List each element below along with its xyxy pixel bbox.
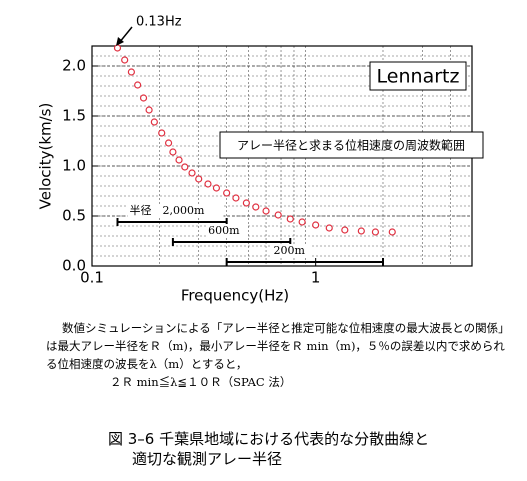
data-point [175,156,183,164]
data-point [169,148,177,156]
data-point [371,228,380,236]
data-point [164,139,173,147]
data-point [150,118,158,126]
figure-caption: 図 3–6 千葉県地域における代表的な分散曲線と [108,430,430,448]
x-tick-label: 0.1 [80,269,104,287]
range-label-bg [127,204,224,218]
paragraph-line: る位相速度の波長をλ（m）とすると， [46,357,248,371]
data-point [325,224,333,232]
paragraph-line: ２Ｒ min≦λ≦１０Ｒ（SPAC 法） [110,375,292,389]
y-tick-label: 1.0 [62,157,86,175]
data-point [212,184,221,192]
data-point [134,81,142,89]
y-axis-label: Velocity(km/s) [37,103,55,210]
data-point [188,169,196,177]
data-point [145,106,153,114]
data-point [113,44,122,52]
data-point [139,94,148,102]
y-tick-label: 2.0 [62,57,86,75]
data-point [388,228,396,236]
data-point [252,203,260,211]
data-point [181,163,189,171]
data-point [286,215,294,223]
data-point [204,180,212,188]
paragraph-line: 数値シミュレーションによる「アレー半径と推定可能な位相速度の最大波長との関係」 [62,321,510,335]
figure-caption: 適切な観測アレー半径 [132,450,283,468]
range-label: 200m [274,244,306,257]
x-axis-label: Frequency(Hz) [181,287,289,305]
y-tick-label: 0.5 [62,207,86,225]
data-point [195,175,203,183]
data-point [127,68,135,76]
range-label-bg [271,244,312,258]
data-point [223,189,231,197]
y-tick-label: 0.0 [62,257,86,275]
note-label: アレー半径と求まる位相速度の周波数範囲 [237,138,465,153]
chart: Frequency(Hz) Velocity(km/s) 0.0 0.5 1.0 1.… [37,15,484,305]
arrow-head [116,37,124,46]
range-label: 半径 2,000m [129,203,204,217]
data-point [232,194,240,202]
instrument-box [369,61,467,91]
instrument-label: Lennartz [377,66,460,88]
data-point [274,211,282,219]
data-point [298,218,306,226]
range-label: 600m [208,224,240,237]
paragraph-line: は最大アレー半径をＲ（m)，最小アレー半径をＲ min（m)，５％の誤差以内で求… [46,339,505,353]
data-point [312,221,320,229]
data-point [262,207,270,215]
data-point [158,129,166,137]
data-point [121,56,129,64]
y-tick-label: 1.5 [62,107,86,125]
data-point [341,226,349,234]
x-tick-label: 1 [311,269,321,287]
note-box [219,131,484,159]
range-label-bg [206,224,247,238]
data-point [242,199,250,207]
data-point [357,227,365,235]
point-label: 0.13Hz [136,15,182,30]
